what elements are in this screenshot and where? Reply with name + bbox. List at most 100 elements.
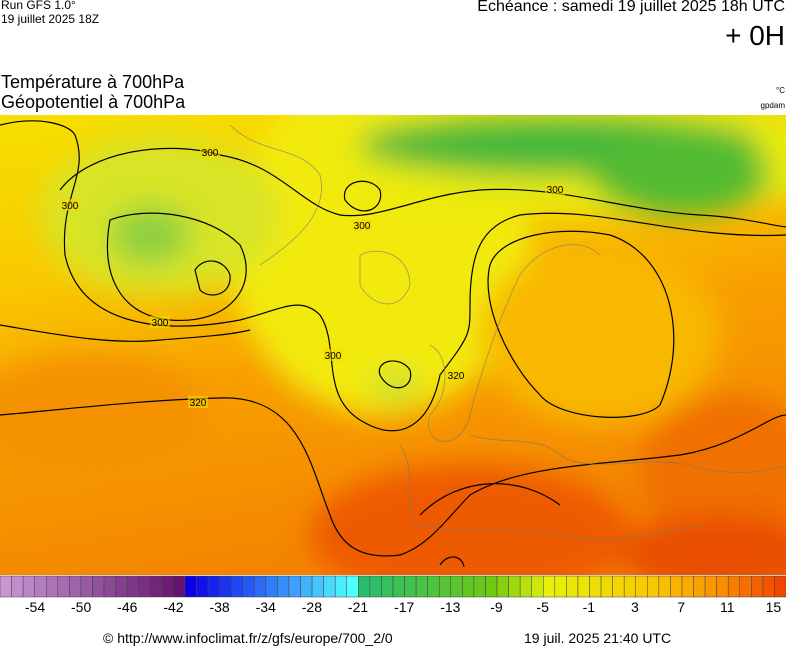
color-swatch bbox=[288, 575, 301, 598]
contour-label-bg bbox=[352, 219, 372, 231]
color-swatch bbox=[346, 575, 359, 598]
color-scale-label: 7 bbox=[677, 599, 685, 615]
contour-label-bg bbox=[200, 146, 220, 158]
color-swatch bbox=[161, 575, 174, 598]
color-scale-label: -13 bbox=[440, 599, 461, 615]
coastlines bbox=[229, 124, 786, 540]
color-scale-label: -9 bbox=[490, 599, 503, 615]
unit-celsius: °C bbox=[776, 86, 785, 95]
color-scale-label: -50 bbox=[71, 599, 92, 615]
title-temperature: Température à 700hPa bbox=[1, 72, 185, 92]
color-scale-labels: -54 -50 -46 -42 -38 -34 -28 -21 -17 -13 -9 -5 -1 3 7 11… bbox=[0, 599, 786, 617]
color-swatch bbox=[647, 575, 660, 598]
color-swatch bbox=[381, 575, 394, 598]
contour-label: 300 bbox=[325, 351, 342, 362]
color-swatch bbox=[681, 575, 694, 598]
color-swatch bbox=[600, 575, 613, 598]
color-swatch bbox=[242, 575, 255, 598]
color-swatch bbox=[531, 575, 544, 598]
color-swatch bbox=[323, 575, 336, 598]
contour-label-bg bbox=[150, 316, 170, 328]
unit-gpdam: gpdam bbox=[760, 101, 785, 110]
contour-label-bg bbox=[545, 183, 565, 195]
color-swatch bbox=[184, 575, 197, 598]
color-swatch bbox=[693, 575, 706, 598]
run-date: 19 juillet 2025 18Z bbox=[1, 12, 100, 26]
color-swatch bbox=[254, 575, 267, 598]
temperature-field bbox=[0, 115, 786, 575]
contour-label-bg bbox=[323, 349, 343, 361]
color-swatch bbox=[392, 575, 405, 598]
color-swatch bbox=[623, 575, 636, 598]
color-swatch bbox=[751, 575, 764, 598]
color-scale-label: -46 bbox=[117, 599, 138, 615]
contour-label: 300 bbox=[547, 185, 564, 196]
color-swatch bbox=[219, 575, 232, 598]
color-swatch bbox=[45, 575, 59, 598]
color-swatch bbox=[311, 575, 324, 598]
color-swatch bbox=[727, 575, 741, 598]
contour-label-bg bbox=[60, 199, 80, 211]
color-swatch bbox=[369, 575, 382, 598]
color-swatch bbox=[207, 575, 220, 598]
color-swatch bbox=[635, 575, 648, 598]
contour-label-bg bbox=[446, 369, 466, 381]
color-swatch bbox=[438, 575, 452, 598]
color-swatch bbox=[762, 575, 775, 598]
color-swatch bbox=[577, 575, 590, 598]
contour-label: 300 bbox=[152, 318, 169, 329]
color-swatch bbox=[774, 575, 786, 598]
contour-label: 320 bbox=[190, 398, 207, 409]
color-scale-label: -5 bbox=[536, 599, 549, 615]
color-swatch bbox=[80, 575, 93, 598]
color-swatch bbox=[150, 575, 163, 598]
color-swatch bbox=[427, 575, 440, 598]
run-label: Run GFS 1.0° bbox=[1, 0, 76, 12]
title-geopotential: Géopotentiel à 700hPa bbox=[1, 92, 186, 112]
color-scale-label: -54 bbox=[24, 599, 46, 615]
color-swatch bbox=[415, 575, 428, 598]
color-swatch bbox=[92, 575, 105, 598]
color-scale-label: -38 bbox=[209, 599, 230, 615]
color-scale-label: -28 bbox=[301, 599, 322, 615]
color-scale-label: 15 bbox=[765, 599, 782, 615]
color-swatch bbox=[519, 575, 532, 598]
color-swatch bbox=[462, 575, 475, 598]
color-swatch bbox=[265, 575, 278, 598]
color-swatch bbox=[658, 575, 671, 598]
color-scale-label: 3 bbox=[631, 599, 639, 615]
valid-time: Echéance : samedi 19 juillet 2025 18h UT… bbox=[477, 0, 785, 15]
color-swatch bbox=[358, 575, 371, 598]
contour-label: 300 bbox=[354, 221, 371, 232]
color-swatch bbox=[612, 575, 625, 598]
contour-label: 300 bbox=[62, 201, 79, 212]
color-scale-label: -34 bbox=[255, 599, 276, 615]
generated-time: 19 juil. 2025 21:40 UTC bbox=[524, 630, 672, 646]
color-scale-label: 11 bbox=[719, 599, 735, 615]
color-swatch bbox=[22, 575, 35, 598]
color-swatch bbox=[115, 575, 128, 598]
lead-time: + 0H bbox=[725, 20, 785, 51]
color-swatch bbox=[173, 575, 186, 598]
color-swatch bbox=[57, 575, 70, 598]
color-swatch bbox=[34, 575, 47, 598]
color-swatch bbox=[554, 575, 567, 598]
color-scale-label: -42 bbox=[163, 599, 184, 615]
color-scale-label: -1 bbox=[582, 599, 596, 615]
source-url: © http://www.infoclimat.fr/z/gfs/europe/… bbox=[103, 630, 393, 646]
contour-label: 320 bbox=[448, 371, 465, 382]
color-swatch bbox=[566, 575, 579, 598]
color-swatch bbox=[230, 575, 243, 598]
contour-label-bg bbox=[188, 396, 208, 408]
contour-label: 300 bbox=[202, 148, 219, 159]
color-swatch bbox=[334, 575, 348, 598]
color-swatch bbox=[496, 575, 509, 598]
map: 300 300 300 300 300 300 320 320 bbox=[0, 115, 786, 575]
color-swatch bbox=[473, 575, 486, 598]
color-swatch bbox=[450, 575, 463, 598]
color-swatch bbox=[704, 575, 717, 598]
color-swatch bbox=[11, 575, 24, 598]
color-swatch bbox=[670, 575, 683, 598]
color-scale bbox=[0, 575, 786, 598]
